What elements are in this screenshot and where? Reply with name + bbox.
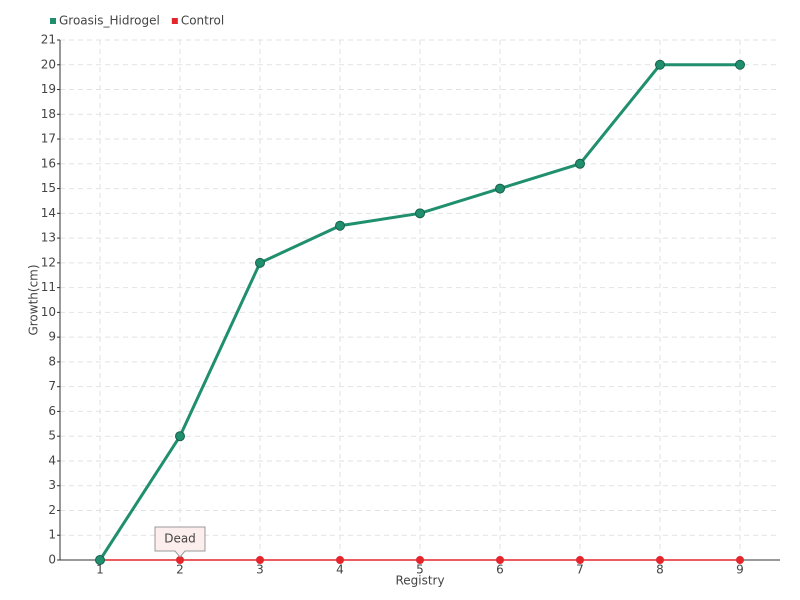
y-tick-label: 13 — [41, 231, 56, 245]
y-tick-label: 10 — [41, 305, 56, 319]
y-tick-label: 15 — [41, 181, 56, 195]
y-tick-label: 16 — [41, 156, 56, 170]
y-tick-label: 0 — [48, 553, 56, 567]
data-point — [336, 556, 344, 564]
y-tick-label: 8 — [48, 354, 56, 368]
data-point — [655, 59, 665, 70]
data-point — [256, 556, 264, 564]
x-tick-label: 9 — [736, 563, 744, 577]
y-tick-label: 7 — [48, 379, 56, 393]
x-tick-label: 7 — [576, 563, 584, 577]
x-tick-label: 6 — [496, 563, 504, 577]
x-tick-label: 2 — [176, 563, 184, 577]
y-tick-label: 14 — [41, 206, 56, 220]
data-point — [255, 257, 265, 268]
data-point — [495, 183, 505, 194]
data-point — [95, 555, 105, 565]
annotation-box — [154, 526, 206, 558]
data-point — [415, 208, 425, 219]
data-point — [175, 431, 185, 442]
x-axis-label: Registry — [395, 574, 444, 588]
data-point — [335, 220, 345, 231]
y-axis-label: Growth(cm) — [27, 264, 41, 335]
y-tick-label: 11 — [41, 280, 56, 294]
y-tick-label: 5 — [48, 429, 56, 443]
y-tick-label: 1 — [48, 528, 56, 542]
y-tick-label: 19 — [41, 82, 56, 96]
legend-swatch — [171, 18, 178, 24]
data-point — [735, 59, 745, 70]
legend-label: Groasis_Hidrogel — [59, 14, 160, 28]
y-tick-label: 17 — [41, 132, 56, 146]
y-tick-label: 3 — [48, 478, 56, 492]
x-tick-label: 3 — [256, 563, 264, 577]
legend-swatch — [50, 18, 56, 24]
y-tick-label: 12 — [41, 255, 56, 269]
y-tick-label: 2 — [48, 503, 56, 517]
y-tick-label: 9 — [48, 330, 56, 344]
x-tick-label: 5 — [416, 563, 424, 577]
data-point — [496, 556, 504, 564]
x-tick-label: 1 — [96, 563, 104, 577]
y-tick-label: 18 — [41, 107, 56, 121]
x-tick-label: 4 — [336, 563, 344, 577]
data-point — [416, 556, 424, 564]
annotation-text: Dead — [164, 532, 196, 546]
data-point — [575, 158, 585, 169]
x-tick-label: 8 — [656, 563, 664, 577]
data-point — [656, 556, 664, 564]
y-tick-label: 21 — [41, 33, 56, 47]
y-tick-label: 6 — [48, 404, 56, 418]
data-point — [576, 556, 584, 564]
legend-label: Control — [181, 14, 224, 28]
data-point — [736, 556, 744, 564]
y-tick-label: 4 — [48, 453, 56, 467]
y-tick-label: 20 — [41, 57, 56, 71]
